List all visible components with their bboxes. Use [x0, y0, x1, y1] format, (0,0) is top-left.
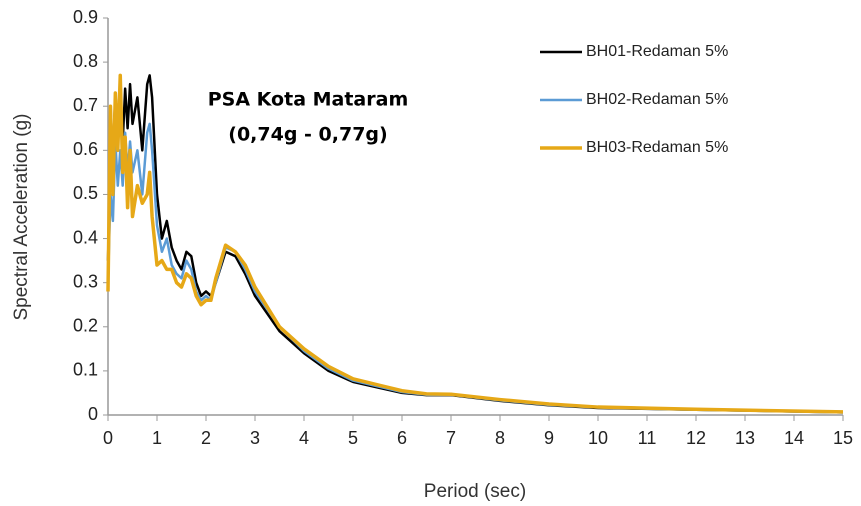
x-tick-label: 9 [544, 428, 554, 448]
legend-label: BH01-Redaman 5% [586, 43, 728, 60]
x-tick-label: 0 [103, 428, 113, 448]
legend-label: BH03-Redaman 5% [586, 139, 728, 156]
y-axis-title: Spectral Acceleration (g) [11, 114, 32, 321]
series-line [106, 73, 844, 414]
x-tick-label: 6 [397, 428, 407, 448]
x-tick-label: 15 [833, 428, 853, 448]
x-tick-label: 4 [299, 428, 309, 448]
y-tick-label: 0 [88, 404, 98, 424]
y-tick-label: 0.1 [73, 360, 98, 380]
x-tick-label: 3 [250, 428, 260, 448]
x-tick-label: 2 [201, 428, 211, 448]
x-tick-label: 8 [495, 428, 505, 448]
legend-label: BH02-Redaman 5% [586, 91, 728, 108]
x-tick-label: 5 [348, 428, 358, 448]
y-tick-label: 0.8 [73, 51, 98, 71]
y-tick-label: 0.9 [73, 7, 98, 27]
annotation: PSA Kota Mataram [208, 89, 409, 111]
x-tick-label: 13 [735, 428, 755, 448]
y-tick-label: 0.6 [73, 139, 98, 159]
annotation: (0,74g - 0,77g) [228, 124, 387, 146]
x-tick-label: 11 [638, 428, 657, 448]
x-tick-label: 1 [152, 428, 162, 448]
y-tick-label: 0.5 [73, 183, 98, 203]
y-tick-label: 0.7 [73, 95, 98, 115]
x-tick-label: 7 [446, 428, 456, 448]
x-axis-title: Period (sec) [424, 481, 526, 502]
y-tick-label: 0.3 [73, 271, 98, 291]
y-tick-label: 0.2 [73, 316, 98, 336]
series-line [106, 74, 844, 414]
y-tick-label: 0.4 [73, 227, 98, 247]
x-tick-label: 10 [588, 428, 608, 448]
x-tick-label: 12 [686, 428, 706, 448]
x-tick-label: 14 [784, 428, 804, 448]
